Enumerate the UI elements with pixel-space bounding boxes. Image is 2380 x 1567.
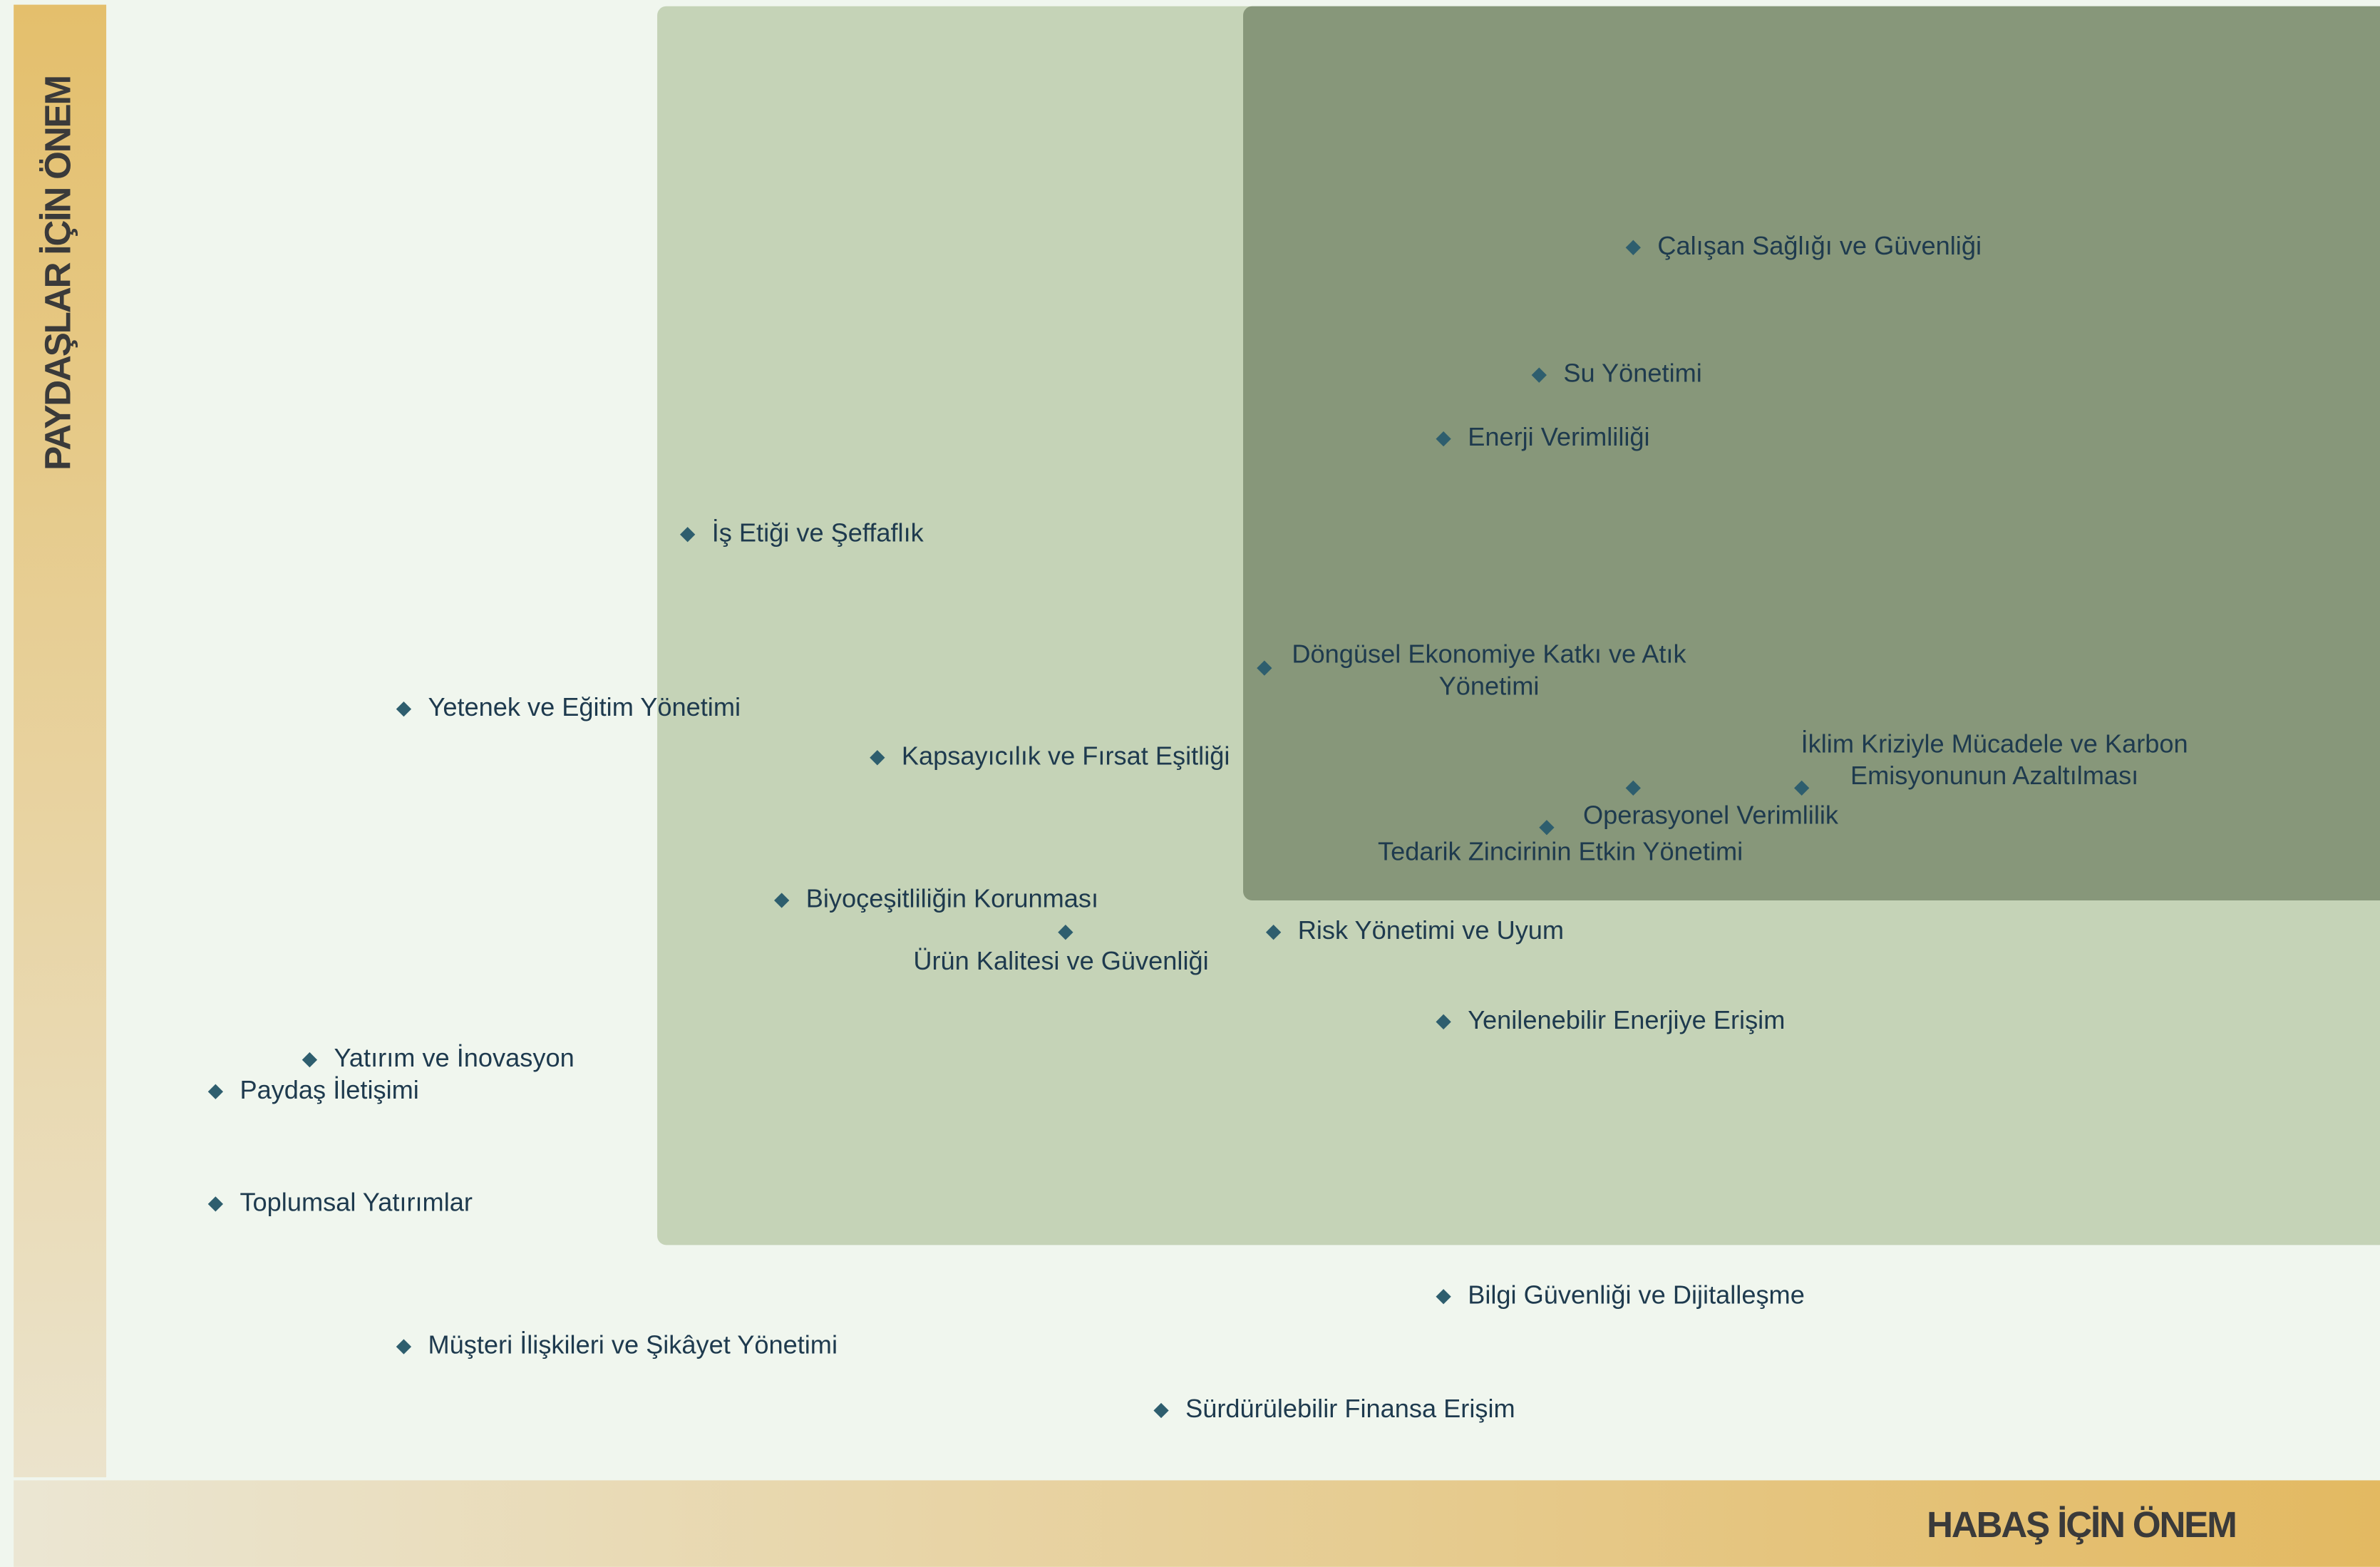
topic-marker (1436, 431, 1451, 447)
topic-label: Sürdürülebilir Finansa Erişim (1185, 1394, 1515, 1423)
topic-label: Müşteri İlişkileri ve Şikâyet Yönetimi (428, 1330, 838, 1360)
topic-label: Yatırım ve İnovasyon (334, 1043, 574, 1072)
topic-label: İklim Kriziyle Mücadele ve Karbon (1801, 729, 2188, 758)
topic-label: Tedarik Zincirinin Etkin Yönetimi (1378, 837, 1743, 866)
x-axis-bar (14, 1480, 2380, 1567)
topic-label: Biyoçeşitliliğin Korunması (806, 884, 1098, 913)
y-axis-bar (14, 4, 107, 1478)
topic-marker (1436, 1289, 1451, 1305)
y-axis-label: PAYDAŞLAR İÇİN ÖNEM (38, 76, 78, 471)
topic-label: Enerji Verimliliği (1468, 422, 1649, 451)
topic-marker (396, 702, 412, 717)
topic-label: Risk Yönetimi ve Uyum (1298, 915, 1564, 945)
topic-label: Operasyonel Verimlilik (1583, 800, 1839, 829)
topic-label: Döngüsel Ekonomiye Katkı ve Atık (1292, 639, 1686, 669)
topic-label: Ürün Kalitesi ve Güvenliği (913, 946, 1208, 975)
topic-label: İş Etiği ve Şeffaflık (712, 518, 924, 547)
topic-marker (1625, 240, 1641, 255)
topic-label: Su Yönetimi (1563, 359, 1701, 388)
topic-label: Yönetimi (1439, 671, 1540, 700)
topic-marker (1539, 820, 1555, 836)
x-axis-label: HABAŞ İÇİN ÖNEM (1927, 1504, 2236, 1545)
high-zone (1243, 6, 2380, 900)
topic-label: Yenilenebilir Enerjiye Erişim (1468, 1005, 1785, 1034)
topic-label: Paydaş İletişimi (239, 1075, 418, 1104)
topic-label: Toplumsal Yatırımlar (239, 1187, 472, 1216)
topics: Çalışan Sağlığı ve Güvenliği Su Yönetimi E… (207, 231, 2188, 1423)
topic-label: Bilgi Güvenliği ve Dijitalleşme (1468, 1280, 1805, 1309)
topic-marker (680, 527, 696, 543)
topic-label: Emisyonunun Azaltılması (1850, 761, 2138, 790)
topic-marker (1531, 367, 1547, 383)
topic-label: Kapsayıcılık ve Fırsat Eşitliği (902, 741, 1230, 770)
topic-label: Yetenek ve Eğitim Yönetimi (428, 692, 741, 721)
topic-label: Çalışan Sağlığı ve Güvenliği (1657, 231, 1982, 260)
